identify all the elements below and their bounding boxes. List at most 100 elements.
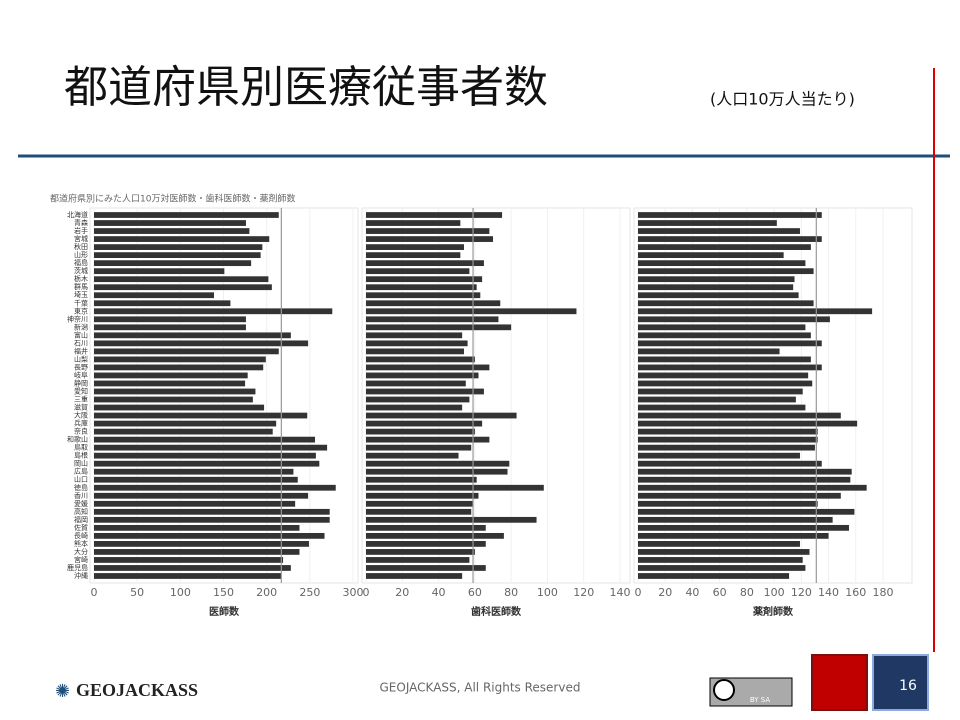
bar <box>638 565 806 571</box>
category-label: 香川 <box>74 491 88 500</box>
x-tick-label: 200 <box>256 586 277 599</box>
bar <box>94 557 284 563</box>
category-label: 広島 <box>74 467 88 476</box>
x-tick-label: 250 <box>299 586 320 599</box>
bar <box>638 404 806 411</box>
category-label: 北海道 <box>67 210 88 219</box>
bar <box>94 388 256 395</box>
category-label: 山形 <box>74 250 88 259</box>
bar <box>366 324 512 331</box>
bar <box>638 420 858 427</box>
bar <box>366 436 490 443</box>
category-label: 徳島 <box>74 483 88 492</box>
bar <box>638 332 811 339</box>
bar <box>94 212 279 218</box>
bar <box>94 340 309 347</box>
bar <box>366 268 470 275</box>
x-tick-label: 80 <box>504 586 518 599</box>
bar <box>638 300 814 307</box>
bar <box>366 404 463 411</box>
bar <box>366 364 490 371</box>
bar <box>638 364 822 371</box>
bar <box>94 348 279 355</box>
category-label: 高知 <box>74 507 88 516</box>
bar <box>638 557 803 563</box>
category-label: 宮城 <box>74 234 88 243</box>
bar <box>366 541 486 547</box>
bar <box>638 428 818 435</box>
bar <box>366 428 475 435</box>
bar <box>94 316 246 323</box>
license-text: BY SA <box>750 696 770 704</box>
bar <box>638 484 867 491</box>
bar <box>366 460 510 467</box>
bar <box>94 308 333 315</box>
bar <box>94 404 265 411</box>
category-label: 佐賀 <box>74 523 88 532</box>
bar <box>638 524 849 531</box>
bar <box>638 236 822 242</box>
bar <box>94 220 246 226</box>
logo-icon: ✺ <box>55 681 70 702</box>
bar <box>94 364 264 371</box>
category-label: 秋田 <box>74 242 88 251</box>
bar <box>366 380 466 387</box>
x-tick-label: 40 <box>685 586 699 599</box>
bar <box>638 268 814 275</box>
bar <box>94 292 215 299</box>
bar <box>94 268 225 275</box>
bar <box>94 565 291 571</box>
bar <box>366 573 463 579</box>
bar <box>366 292 481 299</box>
bar <box>638 324 806 331</box>
x-tick-label: 40 <box>432 586 446 599</box>
bar <box>94 492 309 499</box>
category-label: 滋賀 <box>74 403 88 412</box>
copyright: GEOJACKASS, All Rights Reserved <box>380 681 581 695</box>
category-label: 三重 <box>74 396 88 404</box>
bar <box>94 396 253 403</box>
bar <box>638 316 830 323</box>
category-label: 神奈川 <box>67 314 88 323</box>
category-label: 島根 <box>74 451 88 460</box>
bar <box>94 372 248 379</box>
bar <box>94 236 270 242</box>
bar <box>638 532 829 539</box>
x-axis-label: 医師数 <box>209 605 240 618</box>
bar <box>638 436 818 443</box>
bar <box>94 460 320 467</box>
bar <box>638 276 795 283</box>
bar <box>366 308 577 315</box>
bar <box>366 468 508 475</box>
x-axis-label: 歯科医師数 <box>471 605 522 618</box>
bar <box>366 300 501 307</box>
x-tick-label: 100 <box>764 586 785 599</box>
category-label: 千葉 <box>74 298 88 307</box>
bar <box>366 565 486 571</box>
bar <box>366 420 483 427</box>
bar <box>94 532 325 539</box>
bar <box>638 244 811 250</box>
bar <box>366 484 544 491</box>
bar <box>366 396 470 403</box>
bar <box>94 484 336 491</box>
bar <box>638 284 794 291</box>
bar <box>638 340 822 347</box>
bar <box>366 557 470 563</box>
bar <box>94 500 296 507</box>
bar <box>638 573 790 579</box>
bar <box>94 573 282 579</box>
category-label: 愛媛 <box>74 499 88 508</box>
bar <box>94 468 294 475</box>
red-box <box>811 654 868 711</box>
category-label: 鳥取 <box>74 443 88 452</box>
bar <box>638 444 815 451</box>
category-label: 長野 <box>74 363 88 371</box>
category-label: 群馬 <box>74 282 88 291</box>
bar <box>94 380 246 387</box>
bar <box>638 549 810 555</box>
category-label: 新潟 <box>74 322 88 331</box>
bar <box>638 468 852 475</box>
bar <box>94 228 250 234</box>
